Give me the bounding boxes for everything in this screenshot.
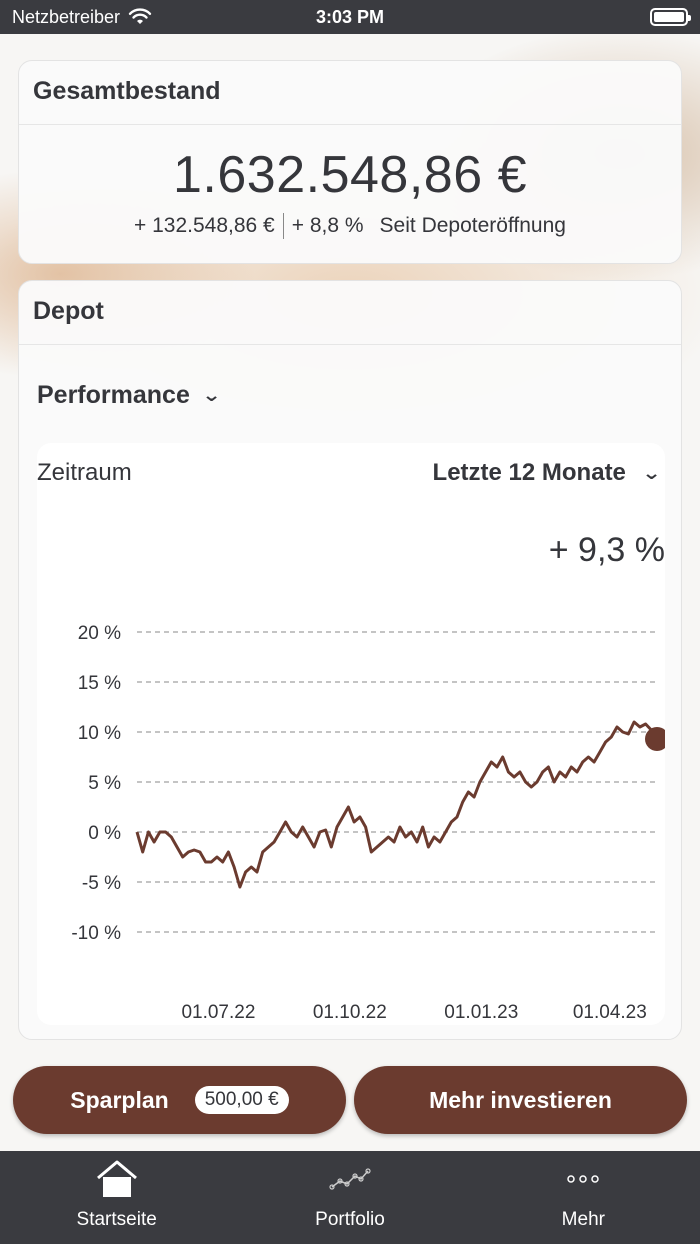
total-change: + 132.548,86 € + 8,8 % Seit Depoteröffnu…	[19, 213, 681, 239]
period-select[interactable]: Letzte 12 Monate ⌄	[432, 459, 662, 487]
y-tick-label: 10 %	[78, 723, 121, 744]
tab-startseite[interactable]: Startseite	[0, 1151, 233, 1244]
wifi-icon	[128, 8, 152, 24]
y-tick-label: 0 %	[88, 823, 121, 844]
sparplan-label: Sparplan	[70, 1086, 169, 1113]
view-select-label: Performance	[37, 381, 190, 409]
tab-portfolio[interactable]: Portfolio	[233, 1151, 466, 1244]
change-absolute: + 132.548,86 €	[134, 214, 275, 237]
divider	[282, 213, 284, 239]
x-tick-label: 01.04.23	[573, 1002, 647, 1023]
depot-title: Depot	[19, 281, 681, 345]
status-left: Netzbetreiber	[12, 7, 152, 28]
period-value: Letzte 12 Monate	[432, 459, 626, 486]
y-tick-label: 20 %	[78, 623, 121, 644]
total-title: Gesamtbestand	[19, 61, 681, 125]
total-card: Gesamtbestand 1.632.548,86 € + 132.548,8…	[18, 60, 682, 264]
chevron-down-icon: ⌄	[641, 462, 662, 483]
depot-card: Depot Performance ⌄ Zeitraum Letzte 12 M…	[18, 280, 682, 1040]
since-label: Seit Depoteröffnung	[379, 214, 566, 237]
more-dots-icon	[566, 1159, 600, 1199]
y-tick-label: -10 %	[71, 923, 121, 944]
invest-more-button[interactable]: Mehr investieren	[354, 1066, 687, 1134]
status-bar: Netzbetreiber 3:03 PM	[0, 0, 700, 34]
invest-label: Mehr investieren	[429, 1086, 612, 1113]
view-select[interactable]: Performance ⌄	[37, 381, 222, 410]
x-tick-label: 01.10.22	[313, 1002, 387, 1023]
end-point-marker	[645, 727, 665, 751]
battery-icon	[650, 8, 691, 26]
chevron-down-icon: ⌄	[201, 385, 222, 405]
x-tick-label: 01.07.22	[181, 1002, 255, 1023]
carrier-label: Netzbetreiber	[12, 6, 121, 27]
series-line	[135, 720, 659, 889]
y-tick-label: 5 %	[88, 773, 121, 794]
y-tick-label: 15 %	[78, 673, 121, 694]
portfolio-chart-icon	[328, 1159, 372, 1199]
home-icon	[95, 1159, 139, 1199]
tab-label-startseite: Startseite	[76, 1209, 157, 1230]
sparplan-amount-badge: 500,00 €	[194, 1086, 289, 1114]
y-tick-label: -5 %	[82, 873, 121, 894]
x-tick-label: 01.01.23	[444, 1002, 518, 1023]
total-amount: 1.632.548,86 €	[173, 146, 527, 204]
tab-bar: Startseite Portfolio Mehr	[0, 1151, 700, 1244]
performance-value: + 9,3 %	[548, 531, 665, 569]
change-percent: + 8,8 %	[291, 214, 364, 237]
period-label: Zeitraum	[37, 459, 132, 486]
performance-chart: 20 % 15 % 10 % 5 % 0 % -5 % -10 % 01.07.22 01.10…	[71, 623, 665, 1023]
chart-container: Zeitraum Letzte 12 Monate ⌄ + 9,3 % 20 %…	[37, 443, 665, 1025]
sparplan-button[interactable]: Sparplan 500,00 €	[13, 1066, 346, 1134]
tab-label-mehr: Mehr	[561, 1209, 605, 1230]
tab-label-portfolio: Portfolio	[315, 1209, 385, 1230]
tab-mehr[interactable]: Mehr	[467, 1151, 700, 1244]
